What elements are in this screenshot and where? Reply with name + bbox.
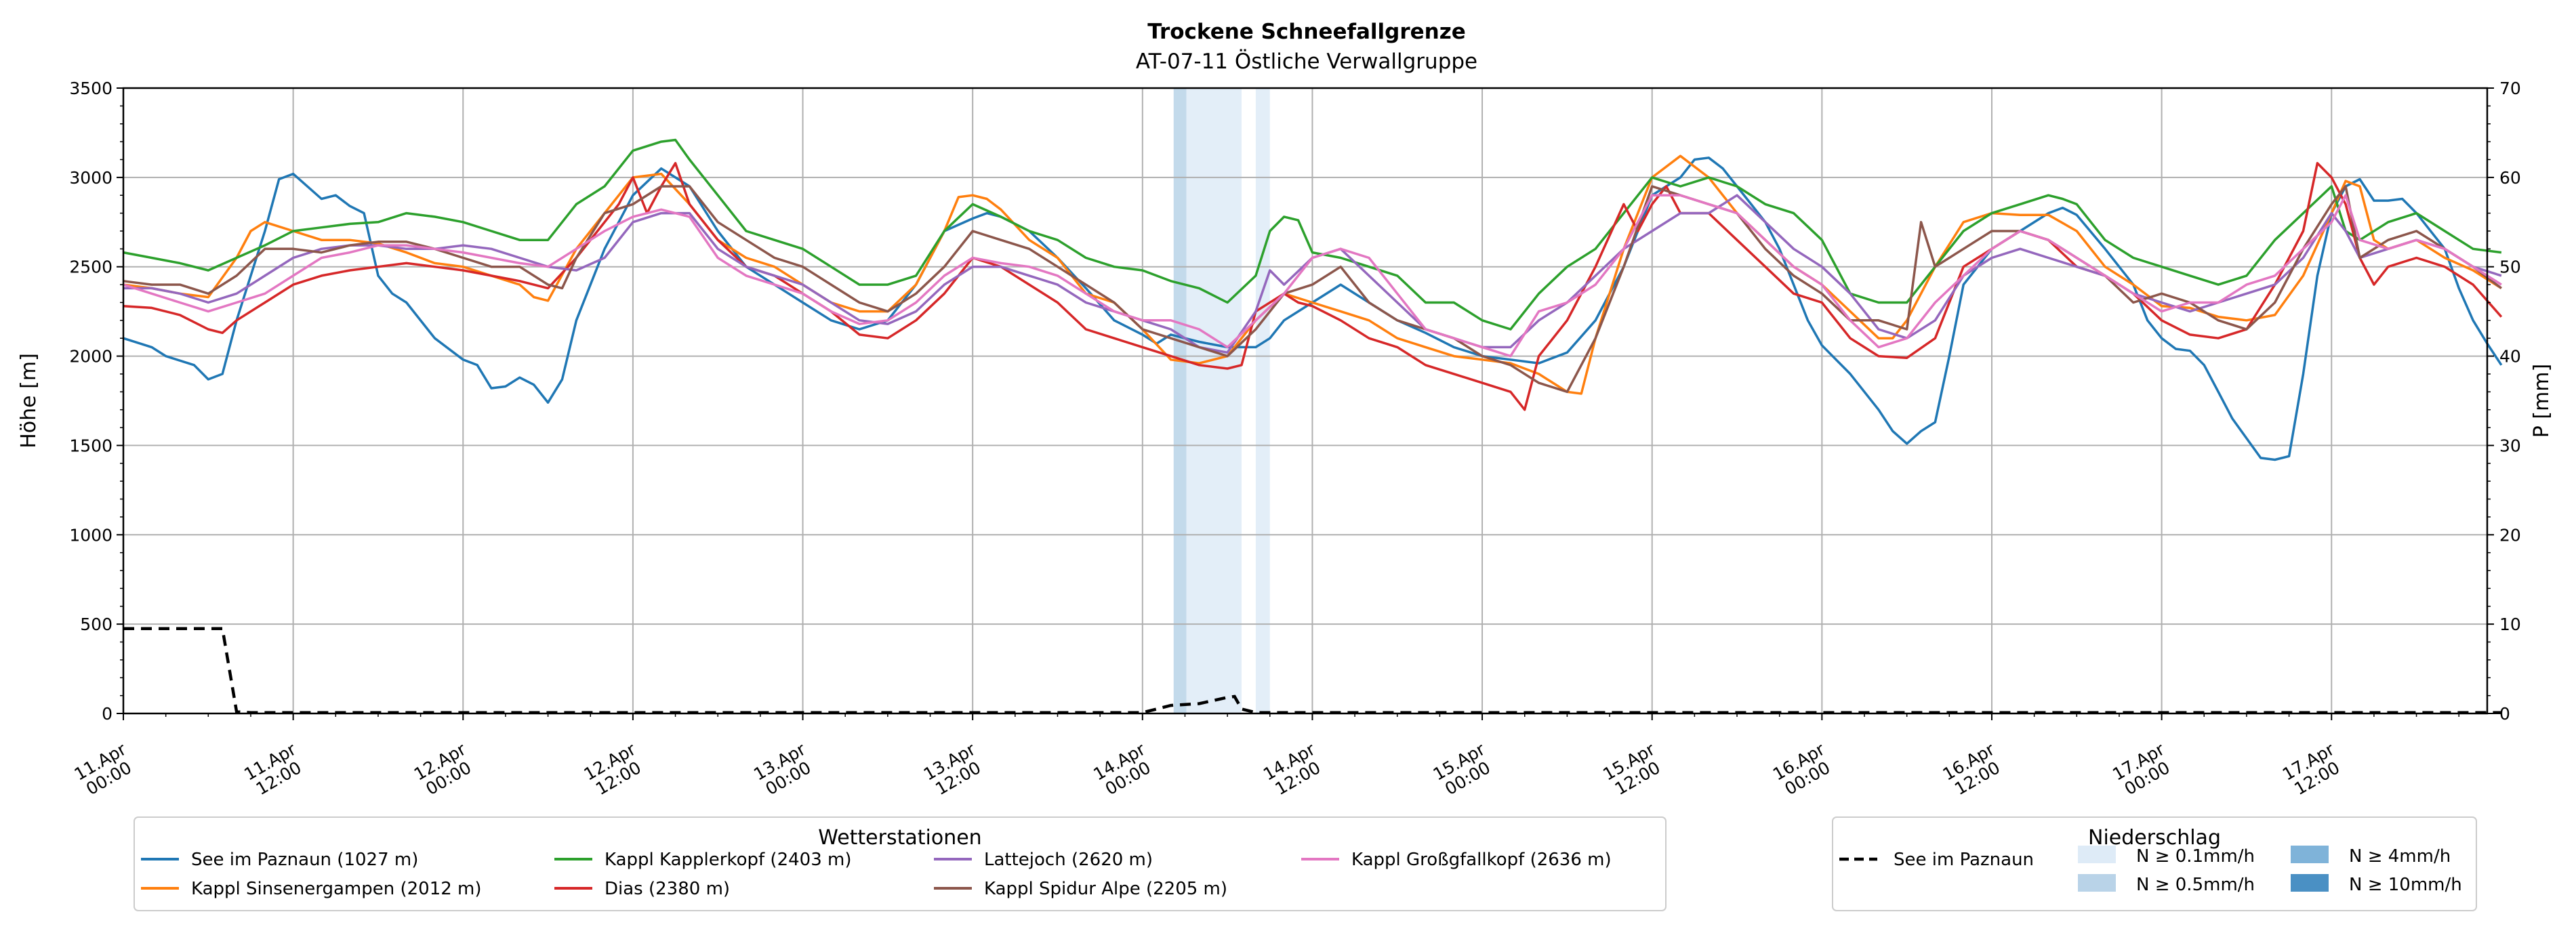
y2-tick-label: 30: [2499, 436, 2521, 455]
legend-precip-patch: [2291, 846, 2329, 863]
legend-stations-title: Wetterstationen: [818, 826, 981, 850]
legend-precip-patch-label: N ≥ 10mm/h: [2349, 875, 2462, 895]
y-tick-label: 1000: [69, 525, 113, 545]
y2-tick-label: 60: [2499, 168, 2521, 188]
y2-tick-label: 40: [2499, 347, 2521, 367]
y-tick-label: 3000: [69, 168, 113, 188]
y-tick-label: 0: [102, 704, 113, 724]
y-tick-label: 2000: [69, 347, 113, 367]
series-line: [123, 138, 2502, 331]
y2-axis-label: P [mm]: [2530, 364, 2554, 438]
chart-title: Trockene Schneefallgrenze: [1147, 20, 1466, 44]
y2-tick-label: 50: [2499, 257, 2521, 277]
legend-station-label: Kappl Kapplerkopf (2403 m): [605, 850, 851, 870]
precip-band: [1255, 88, 1270, 713]
legend-stations: Wetterstationen See im Paznaun (1027 m) K…: [134, 816, 1667, 911]
precip-bands: [1173, 88, 1270, 713]
series-line: [123, 194, 2502, 358]
legend-precip: Niederschlag See im Paznaun N ≥ 0.1mm/hN …: [1832, 816, 2477, 911]
legend-station-label: Kappl Großgfallkopf (2636 m): [1351, 850, 1612, 870]
precip-series-line: [123, 627, 2501, 714]
legend-precip-patch: [2291, 874, 2329, 892]
legend-station-label: Lattejoch (2620 m): [984, 850, 1153, 870]
legend-station-label: Dias (2380 m): [605, 879, 730, 899]
legend-precip-patch: [2078, 846, 2116, 863]
legend-precip-patch: [2078, 874, 2116, 892]
y2-tick-label: 0: [2499, 704, 2510, 724]
precip-band: [1173, 88, 1187, 713]
y-tick-label: 1500: [69, 436, 113, 455]
y-axis-label: Höhe [m]: [17, 353, 41, 449]
legend-station-label: See im Paznaun (1027 m): [191, 850, 418, 870]
y2-tick-label: 20: [2499, 525, 2521, 545]
series-line: [123, 185, 2502, 394]
series-lines: [123, 138, 2503, 461]
y-tick-label: 500: [80, 615, 113, 634]
grid: [123, 87, 2487, 714]
series-line: [123, 154, 2502, 395]
y-tick-label: 2500: [69, 257, 113, 277]
legend-precip-patch-label: N ≥ 0.5mm/h: [2136, 875, 2255, 895]
precip-band: [1186, 88, 1242, 713]
y2-tick-label: 70: [2499, 79, 2521, 98]
chart-subtitle: AT-07-11 Östliche Verwallgruppe: [1136, 49, 1477, 74]
legend-station-label: Kappl Spidur Alpe (2205 m): [984, 879, 1227, 899]
y2-tick-label: 10: [2499, 615, 2521, 634]
plot-frame: [122, 87, 2489, 715]
axes: 0 500 1000 1500 2000 2500 3000 3500 0 10 20 30 40 50 6…: [69, 79, 2520, 799]
legend-precip-patch-label: N ≥ 0.1mm/h: [2136, 846, 2255, 867]
precip-line: [123, 627, 2501, 714]
legend-precip-patch-label: N ≥ 4mm/h: [2349, 846, 2451, 867]
y-tick-label: 3500: [69, 79, 113, 98]
legend-station-label: Kappl Sinsenergampen (2012 m): [191, 879, 482, 899]
legend-precip-line-label: See im Paznaun: [1894, 850, 2034, 870]
